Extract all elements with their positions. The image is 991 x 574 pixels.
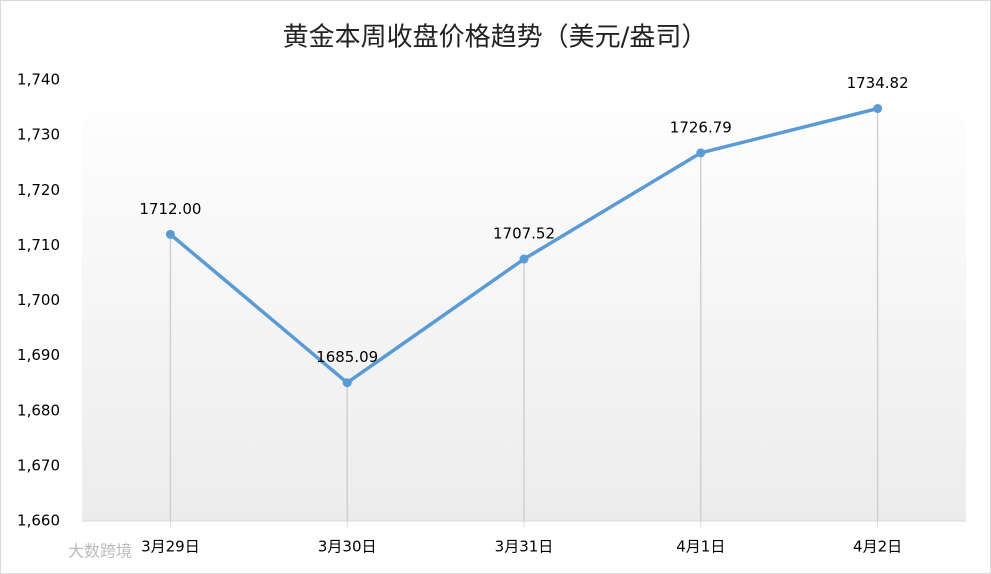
point (873, 104, 883, 114)
x-tick-label: 4月2日 (853, 538, 902, 556)
data-label: 1726.79 (670, 118, 732, 136)
data-label: 1707.52 (493, 225, 555, 243)
y-tick-label: 1,670 (17, 456, 60, 474)
y-tick-label: 1,730 (17, 126, 60, 144)
x-tick-label: 3月30日 (318, 538, 377, 556)
data-label: 1712.00 (139, 200, 201, 218)
x-tick-label: 4月1日 (676, 538, 725, 556)
point (519, 254, 529, 264)
y-tick-label: 1,710 (17, 236, 60, 254)
point (696, 148, 706, 158)
data-label: 1734.82 (847, 74, 909, 92)
chart-title: 黄金本周收盘价格趋势（美元/盎司） (283, 23, 708, 53)
y-tick-label: 1,700 (17, 291, 60, 309)
watermark: 大数跨境 (68, 542, 132, 561)
y-tick-label: 1,660 (17, 512, 60, 530)
y-tick-label: 1,740 (17, 71, 60, 89)
y-tick-label: 1,690 (17, 346, 60, 364)
y-tick-label: 1,720 (17, 181, 60, 199)
point (342, 378, 352, 388)
data-label: 1685.09 (316, 348, 378, 366)
x-tick-label: 3月31日 (495, 538, 554, 556)
y-tick-label: 1,680 (17, 401, 60, 419)
point (165, 229, 175, 239)
x-tick-label: 3月29日 (141, 538, 200, 556)
